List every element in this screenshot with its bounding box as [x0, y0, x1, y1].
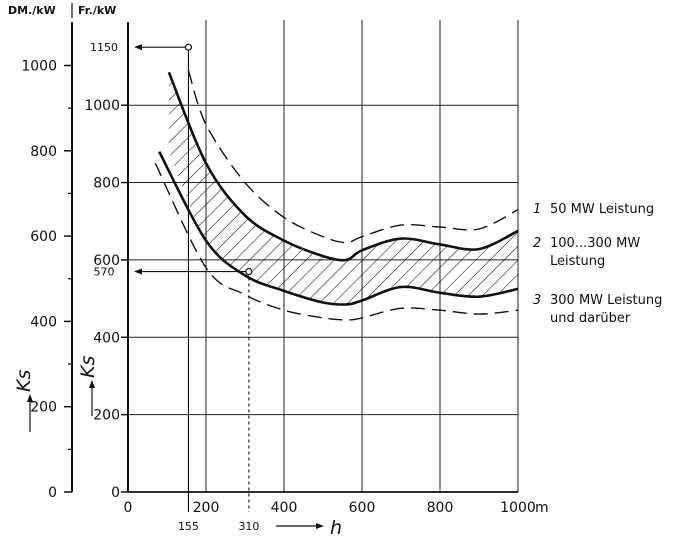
legend-item-1-label: 50 MW Leistung [550, 202, 654, 217]
right-axis-name: Ks [77, 356, 99, 416]
ref-x-label-1: 310 [238, 520, 259, 533]
ref-point-0 [184, 43, 193, 51]
right-axis-unit: Fr./kW [78, 4, 116, 17]
legend-item-1-number: 1 [533, 202, 541, 217]
x-tick-0: 0 [124, 500, 133, 516]
left-tick-600: 600 [30, 229, 57, 245]
curve-group [154, 70, 519, 321]
legend-item-3-label: 300 MW Leistung und darüber [550, 293, 662, 326]
right-tick-1000: 1000 [84, 98, 120, 114]
ref-arrow-0 [134, 44, 142, 51]
ref-arrow-1 [134, 268, 142, 275]
legend-item-3-number: 3 [533, 293, 541, 308]
x-tick-800: 800 [427, 500, 454, 516]
right-tick-200: 200 [93, 408, 120, 424]
ref-y-label-1: 570 [94, 266, 115, 279]
right-tick-400: 400 [93, 330, 120, 346]
right-axis-label: Ks [77, 356, 99, 378]
x-tick-600: 600 [349, 500, 376, 516]
left-tick-400: 400 [30, 314, 57, 330]
x-tick-200: 200 [193, 500, 220, 516]
tick-labels: 0 200 400 600 800 1000 m0200400600800100002004… [21, 59, 548, 517]
left-tick-800: 800 [30, 144, 57, 160]
right-tick-0: 0 [111, 485, 120, 501]
series-line-3 [158, 150, 519, 306]
x-tick-1000: 1000 [500, 500, 536, 516]
reference-lines: 1150 155 570 310 [90, 41, 259, 533]
left-axis-label: Ks [13, 370, 35, 392]
right-tick-800: 800 [93, 176, 120, 192]
ref-point-1 [245, 267, 253, 276]
series-line-1 [167, 71, 519, 262]
x-axis-unit: m [535, 500, 549, 516]
hatched-band [168, 72, 518, 305]
ref-x-label-0: 155 [178, 520, 199, 533]
band-hatch [168, 72, 518, 305]
legend: 1 50 MW Leistung 2 100...300 MW Leistung … [533, 202, 662, 326]
x-axis-label: h [330, 517, 342, 537]
left-axis-name: Ks [13, 370, 35, 432]
ref-y-label-0: 1150 [90, 41, 118, 54]
left-axis-unit: DM./kW [8, 4, 56, 17]
legend-item-2-number: 2 [533, 236, 541, 251]
legend-item-2-label: 100...300 MW Leistung [550, 236, 640, 269]
x-tick-400: 400 [271, 500, 298, 516]
left-tick-1000: 1000 [21, 59, 57, 75]
left-tick-0: 0 [48, 485, 57, 501]
series-line-4 [154, 162, 519, 321]
right-tick-600: 600 [93, 253, 120, 269]
x-axis-name: h [276, 517, 342, 537]
left-tick-200: 200 [30, 400, 57, 416]
